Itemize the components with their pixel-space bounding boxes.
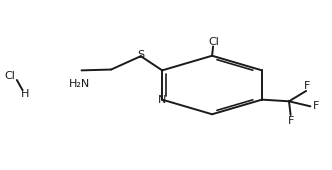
Text: H: H — [21, 89, 29, 99]
Text: H₂N: H₂N — [69, 79, 91, 89]
Text: Cl: Cl — [208, 37, 219, 47]
Text: F: F — [288, 116, 294, 126]
Text: S: S — [137, 50, 144, 60]
Text: N: N — [158, 95, 166, 105]
Text: Cl: Cl — [5, 71, 16, 81]
Text: F: F — [313, 101, 319, 111]
Text: F: F — [304, 81, 310, 91]
